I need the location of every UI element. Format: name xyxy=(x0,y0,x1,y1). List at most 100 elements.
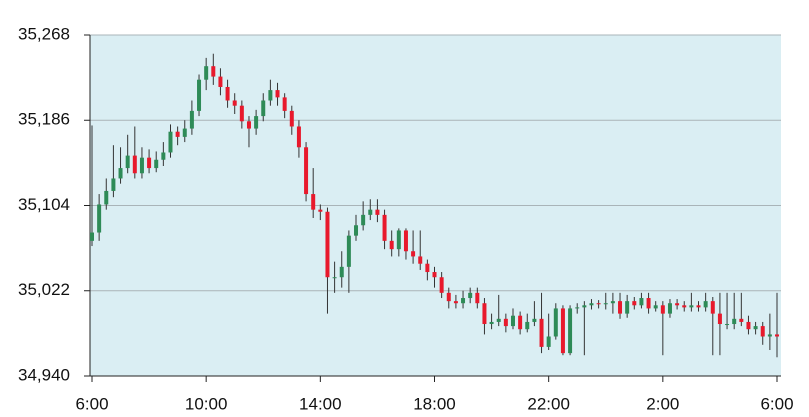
candle-body xyxy=(189,110,194,129)
candle-body xyxy=(753,326,758,330)
x-tick-label: 22:00 xyxy=(527,394,570,413)
candle-body xyxy=(396,230,401,250)
candle-body xyxy=(682,305,687,308)
candle-body xyxy=(568,308,573,354)
candle-body xyxy=(560,308,565,354)
candle-body xyxy=(111,178,116,191)
candle-body xyxy=(775,334,780,337)
candle-body xyxy=(211,66,216,77)
candle-body xyxy=(660,305,665,314)
candle-body xyxy=(318,209,323,212)
candle-body xyxy=(268,90,273,101)
candle-body xyxy=(225,86,230,101)
candle-body xyxy=(632,301,637,306)
candle-body xyxy=(489,321,494,325)
candle-body xyxy=(767,334,772,337)
candle-body xyxy=(696,305,701,308)
candle-body xyxy=(418,256,423,264)
x-tick-label: 10:00 xyxy=(185,394,228,413)
candle-body xyxy=(432,272,437,278)
y-tick-label: 35,186 xyxy=(18,110,70,129)
candle-body xyxy=(546,336,551,347)
candle-body xyxy=(332,277,337,279)
candle-body xyxy=(639,298,644,306)
candle-body xyxy=(739,318,744,322)
candle-body xyxy=(610,301,615,304)
candle-body xyxy=(539,318,544,347)
y-tick-label: 34,940 xyxy=(18,365,70,384)
candle-body xyxy=(104,190,109,205)
candle-body xyxy=(339,266,344,278)
x-tick-label: 6:00 xyxy=(75,394,108,413)
candle-body xyxy=(725,324,730,326)
candle-body xyxy=(132,155,137,174)
candle-body xyxy=(403,230,408,252)
candle-body xyxy=(425,263,430,273)
candle-body xyxy=(325,211,330,278)
candle-body xyxy=(518,315,523,330)
candle-body xyxy=(125,155,130,169)
candle-body xyxy=(239,105,244,122)
x-tick-label: 14:00 xyxy=(299,394,342,413)
candle-body xyxy=(382,214,387,241)
candle-body xyxy=(161,152,166,160)
candle-body xyxy=(589,303,594,306)
candle-body xyxy=(689,305,694,308)
candle-body xyxy=(717,313,722,325)
x-tick-label: 18:00 xyxy=(413,394,456,413)
candle-body xyxy=(532,318,537,322)
candle-body xyxy=(553,308,558,337)
candle-body xyxy=(254,116,259,129)
y-tick-label: 35,268 xyxy=(18,24,70,43)
candle-body xyxy=(97,204,102,233)
candle-body xyxy=(411,251,416,257)
candle-body xyxy=(446,292,451,302)
candle-body xyxy=(175,131,180,137)
candle-body xyxy=(311,194,316,210)
candle-body xyxy=(118,168,123,179)
candle-body xyxy=(582,305,587,308)
candle-body xyxy=(618,301,623,314)
candle-body xyxy=(461,298,466,304)
y-tick-label: 35,104 xyxy=(18,195,70,214)
candle-body xyxy=(89,232,94,241)
candle-body xyxy=(468,292,473,299)
candle-body xyxy=(282,97,287,111)
candle-body xyxy=(154,159,159,169)
candle-body xyxy=(361,214,366,226)
candle-body xyxy=(296,126,301,148)
candle-body xyxy=(667,303,672,314)
candle-body xyxy=(496,318,501,322)
candle-body xyxy=(439,277,444,293)
candle-body xyxy=(746,321,751,330)
x-tick-label: 6:00 xyxy=(760,394,793,413)
candle-body xyxy=(453,301,458,304)
candle-body xyxy=(275,90,280,98)
candle-body xyxy=(653,305,658,309)
candle-body xyxy=(675,303,680,306)
candle-body xyxy=(182,128,187,137)
candle-body xyxy=(525,321,530,330)
y-tick-label: 35,022 xyxy=(18,280,70,299)
candle-body xyxy=(354,225,359,236)
candle-body xyxy=(732,318,737,325)
candle-body xyxy=(218,76,223,87)
candle-body xyxy=(139,157,144,174)
candle-body xyxy=(261,100,266,117)
candle-body xyxy=(503,318,508,327)
candle-body xyxy=(289,110,294,127)
candle-body xyxy=(703,301,708,308)
candle-body xyxy=(204,66,209,80)
candle-body xyxy=(389,240,394,250)
candle-body xyxy=(246,121,251,129)
candle-body xyxy=(197,79,202,111)
candle-body xyxy=(346,235,351,267)
candle-body xyxy=(760,326,765,337)
candle-body xyxy=(596,303,601,305)
candle-body xyxy=(710,301,715,314)
candle-body xyxy=(482,303,487,325)
candle-body xyxy=(475,292,480,304)
candle-body xyxy=(625,301,630,314)
candle-body xyxy=(575,307,580,309)
